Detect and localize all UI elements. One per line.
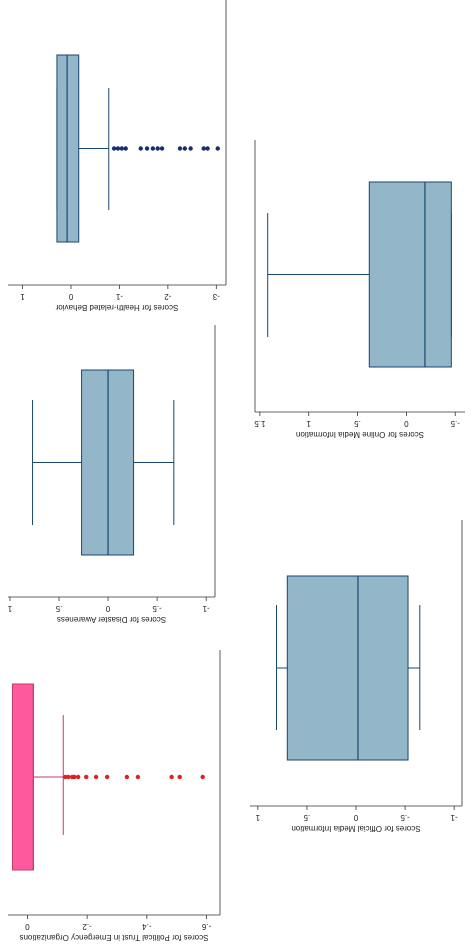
x-tick-label: 1 [20,292,25,301]
outlier [93,774,99,780]
x-tick-label: 1 [255,813,260,822]
x-tick-label: -.4 [142,922,152,931]
outlier [177,146,183,151]
x-tick-label: 1 [7,604,12,613]
outlier [111,146,117,151]
x-tick-label: -2 [164,292,172,301]
outlier [169,774,174,780]
x-tick-label: -.5 [152,604,162,613]
outlier [182,146,188,151]
outlier [200,774,205,780]
x-tick-label: 1.5 [254,419,266,428]
x-tick-label: -3 [212,292,220,301]
outlier [119,146,125,151]
outlier [177,774,182,780]
outlier [115,146,121,151]
axis-title: Scores for Political Trust in Emergency … [20,933,209,942]
x-tick-label: .5 [55,604,62,613]
outlier [138,146,143,151]
x-tick-label: 0 [105,604,110,613]
outlier [205,146,210,151]
x-tick-label: 0 [68,292,73,301]
axis-title: Scores for Health-related Behavior [55,303,178,312]
outlier [104,774,110,780]
x-tick-label: -.6 [201,922,211,931]
box [286,575,409,761]
outlier [75,774,81,780]
outlier [155,146,160,151]
outlier [124,774,130,780]
x-tick-label: .5 [303,813,310,822]
outlier [123,146,128,151]
outlier [72,774,77,780]
x-tick-label: .5 [354,419,361,428]
outlier [159,146,165,151]
x-tick-label: 0 [353,813,358,822]
x-tick-label: -1 [115,292,123,301]
x-tick-label: -1 [202,604,210,613]
outlier [201,146,206,151]
outlier [188,146,193,151]
box [56,54,80,243]
axis-title: Scores for Disaster Awareness [57,615,166,624]
box [11,683,34,871]
outlier [66,774,71,780]
box [368,181,452,368]
x-tick-label: -.5 [450,419,460,428]
axis-title: Scores for Official Media Information [291,824,420,833]
x-tick-label: -1 [450,813,458,822]
outlier [144,146,150,151]
outlier [150,146,156,151]
x-tick-label: 0 [25,922,30,931]
axis-title: Scores for Online Media Information [296,430,424,439]
x-tick-label: -.2 [82,922,92,931]
x-tick-label: 0 [404,419,409,428]
x-tick-label: 1 [306,419,311,428]
outlier [215,146,220,151]
x-tick-label: -.5 [400,813,410,822]
outlier [84,774,89,780]
outlier [135,774,141,780]
